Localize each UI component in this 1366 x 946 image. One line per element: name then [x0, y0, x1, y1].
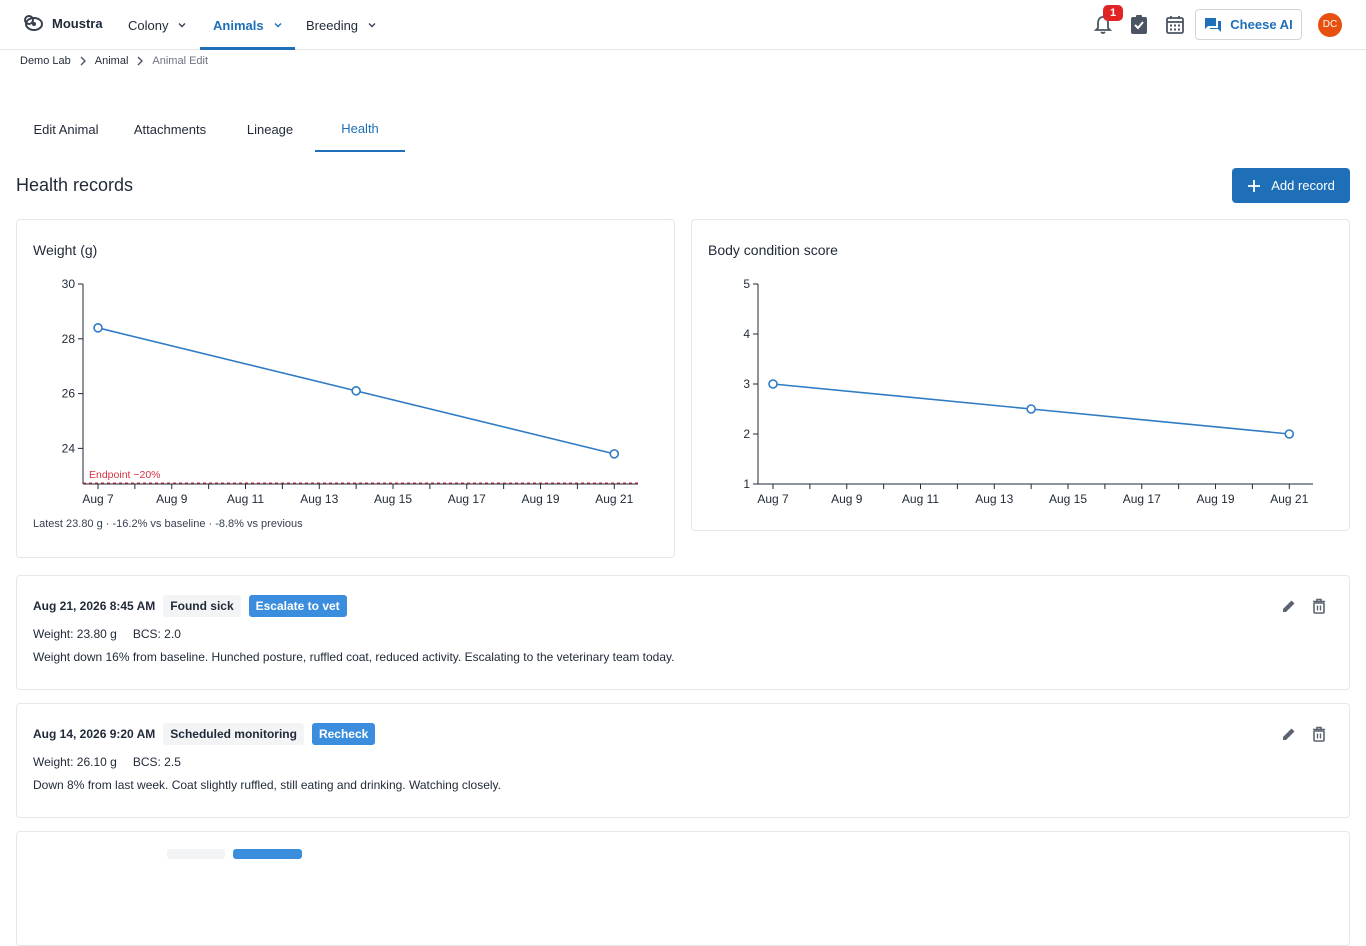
x-tick-label: Aug 7 [757, 492, 789, 506]
chevron-down-icon [368, 23, 376, 28]
x-tick-label: Aug 17 [1123, 492, 1161, 506]
y-tick-label: 28 [62, 332, 76, 346]
task-check-icon[interactable] [1127, 13, 1151, 37]
record-type-tag: Found sick [163, 595, 241, 617]
x-tick-label: Aug 13 [975, 492, 1013, 506]
chevron-down-icon [178, 23, 186, 28]
x-tick-label: Aug 15 [1049, 492, 1087, 506]
active-nav-indicator [200, 47, 295, 50]
calendar-icon[interactable] [1163, 13, 1187, 37]
record-note: Weight down 16% from baseline. Hunched p… [33, 650, 675, 664]
endpoint-label: Endpoint −20% [89, 469, 161, 481]
data-point [768, 379, 778, 389]
record-bcs: BCS: 2.5 [132, 755, 181, 769]
weight-summary: Latest 23.80 g · -16.2% vs baseline · -8… [33, 518, 303, 530]
tab-health[interactable]: Health [315, 106, 405, 152]
x-tick-label: Aug 11 [227, 492, 264, 506]
nav-colony[interactable]: Colony [128, 0, 186, 50]
x-tick-label: Aug 13 [300, 492, 338, 506]
breadcrumb: Demo Lab Animal Animal Edit [20, 55, 208, 67]
top-navigation-bar: Moustra Colony Animals Breeding 1 Cheese [0, 0, 1366, 50]
x-tick-label: Aug 7 [82, 492, 114, 506]
data-point [1026, 404, 1036, 414]
record-weight: Weight: 26.10 g [33, 755, 117, 769]
record-action-tag [233, 849, 302, 859]
record-bcs: BCS: 2.0 [132, 627, 181, 641]
x-tick-label: Aug 9 [831, 492, 863, 506]
record-action-tag: Recheck [311, 723, 376, 745]
add-record-label: Add record [1271, 178, 1335, 193]
delete-icon[interactable] [1311, 726, 1327, 742]
breadcrumb-animal[interactable]: Animal [94, 55, 129, 67]
y-tick-label: 4 [743, 327, 750, 341]
delete-icon[interactable] [1311, 598, 1327, 614]
bcs-chart-title: Body condition score [708, 242, 838, 258]
brand-name: Moustra [52, 15, 103, 31]
bcs-chart: 1 2 3 4 5 Aug 7 Aug 9 Aug 11 Aug 13 Aug 15 Aug 17 A… [743, 277, 1313, 506]
chat-icon [1205, 17, 1222, 32]
breadcrumb-demo-lab[interactable]: Demo Lab [20, 55, 71, 67]
page-title: Health records [16, 175, 134, 195]
nav-colony-label: Colony [128, 17, 169, 33]
edit-icon[interactable] [1281, 598, 1297, 614]
tab-attachments[interactable]: Attachments [133, 121, 207, 137]
bcs-chart-card: Body condition score 1 2 3 4 5 Aug 7 Aug 9 Aug … [691, 219, 1350, 531]
weight-chart: 24 26 28 30 Aug 7 Aug 9 Aug 11 Aug 13 Aug 15 Aug … [62, 277, 638, 506]
record-note: Down 8% from last week. Coat slightly ru… [33, 778, 501, 792]
weight-chart-card: Weight (g) 24 26 28 30 Aug 7 Aug 9 Aug 11 Aug 1… [16, 219, 675, 558]
record-type-tag: Scheduled monitoring [163, 723, 304, 745]
data-point [93, 323, 103, 333]
tab-edit-animal[interactable]: Edit Animal [33, 121, 99, 137]
mouse-logo-icon [24, 15, 43, 31]
y-tick-label: 30 [62, 277, 76, 291]
x-tick-label: Aug 21 [1270, 492, 1308, 506]
chevron-right-icon [80, 56, 86, 66]
breadcrumb-animal-edit: Animal Edit [152, 55, 209, 67]
y-tick-label: 26 [62, 387, 76, 401]
data-point [609, 449, 620, 459]
nav-animals[interactable]: Animals [213, 0, 282, 50]
chevron-right-icon [137, 56, 144, 66]
data-point [351, 386, 361, 396]
nav-breeding-label: Breeding [306, 17, 359, 33]
nav-animals-label: Animals [213, 17, 264, 33]
record-action-tag: Escalate to vet [248, 595, 347, 617]
y-tick-label: 3 [743, 377, 750, 391]
x-tick-label: Aug 17 [448, 492, 486, 506]
y-tick-label: 2 [743, 427, 750, 441]
record-date: Aug 21, 2026 8:45 AM [33, 599, 156, 613]
record-date: Aug 14, 2026 9:20 AM [33, 727, 156, 741]
y-tick-label: 5 [743, 277, 750, 291]
tab-lineage[interactable]: Lineage [246, 121, 294, 137]
x-tick-label: Aug 11 [902, 492, 939, 506]
x-tick-label: Aug 15 [374, 492, 412, 506]
cheese-ai-label: Cheese AI [1230, 17, 1293, 32]
add-record-button[interactable]: Add record [1232, 168, 1350, 203]
nav-breeding[interactable]: Breeding [306, 0, 376, 50]
data-point [1284, 429, 1295, 439]
edit-icon[interactable] [1281, 726, 1297, 742]
y-tick-label: 24 [62, 441, 76, 455]
y-tick-label: 1 [743, 477, 750, 491]
chevron-down-icon [274, 23, 282, 28]
notification-badge: 1 [1103, 5, 1123, 21]
x-tick-label: Aug 21 [595, 492, 633, 506]
x-tick-label: Aug 9 [156, 492, 188, 506]
record-type-tag [167, 849, 225, 859]
health-record-card: Aug 14, 2026 9:20 AM Scheduled monitorin… [16, 703, 1350, 818]
logo[interactable]: Moustra [22, 14, 103, 32]
avatar[interactable]: DC [1318, 13, 1342, 37]
weight-chart-title: Weight (g) [33, 242, 98, 258]
plus-icon [1248, 179, 1261, 192]
record-weight: Weight: 23.80 g [33, 627, 117, 641]
health-record-card [16, 831, 1350, 946]
x-tick-label: Aug 19 [1197, 492, 1235, 506]
cheese-ai-button[interactable]: Cheese AI [1195, 9, 1302, 40]
health-record-card: Aug 21, 2026 8:45 AM Found sick Escalate… [16, 575, 1350, 690]
x-tick-label: Aug 19 [522, 492, 560, 506]
